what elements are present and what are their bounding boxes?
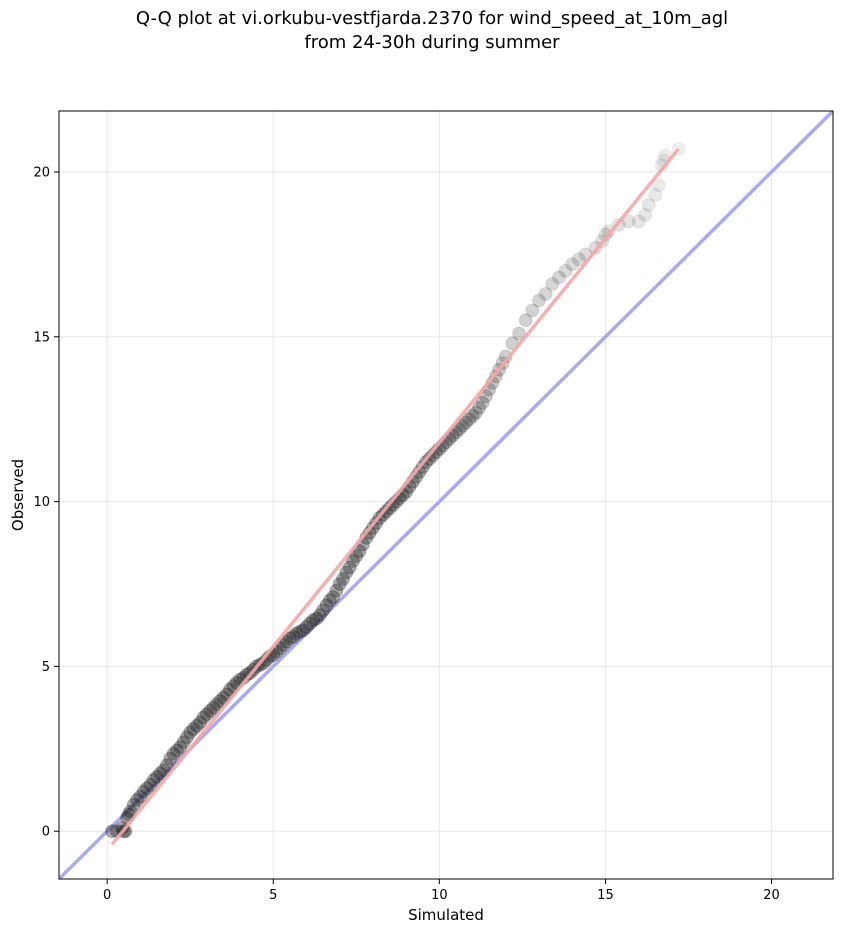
quantile-point xyxy=(209,697,224,712)
y-tick-label: 5 xyxy=(42,660,50,675)
quantile-point xyxy=(213,694,228,709)
quantile-point xyxy=(336,572,351,587)
identity-line xyxy=(59,111,833,879)
quantile-point xyxy=(282,631,297,646)
y-tick-label: 15 xyxy=(33,330,50,345)
quantile-point xyxy=(339,565,354,580)
quantile-point xyxy=(316,603,331,618)
quantile-point xyxy=(631,214,646,229)
quantile-point xyxy=(146,773,161,788)
quantile-point xyxy=(169,743,184,758)
quantile-point xyxy=(176,735,191,750)
quantile-point xyxy=(153,766,168,781)
quantile-point xyxy=(203,703,218,718)
quantile-point xyxy=(189,718,204,733)
quantile-point xyxy=(518,313,533,328)
quantile-point xyxy=(306,613,321,628)
quantile-point xyxy=(136,784,151,799)
y-tick-label: 10 xyxy=(33,495,50,510)
quantile-point xyxy=(621,214,636,229)
quantile-point xyxy=(279,634,294,649)
quantile-point xyxy=(648,188,663,203)
quantile-point xyxy=(312,608,327,623)
quantile-point xyxy=(458,415,473,430)
quantile-point xyxy=(183,725,198,740)
quantile-point xyxy=(133,789,148,804)
x-tick-label: 15 xyxy=(597,888,614,903)
quantile-point xyxy=(455,418,470,433)
quantile-point xyxy=(641,197,656,212)
quantile-point xyxy=(512,326,527,341)
quantile-point xyxy=(551,270,566,285)
quantile-point xyxy=(326,590,341,605)
quantile-point xyxy=(345,553,360,568)
quantile-point xyxy=(173,740,188,755)
x-tick-label: 0 xyxy=(103,888,111,903)
quantile-point xyxy=(525,303,540,318)
quantile-point xyxy=(349,548,364,563)
x-tick-label: 5 xyxy=(269,888,277,903)
quantile-point xyxy=(538,286,553,301)
quantile-point xyxy=(558,263,573,278)
y-tick-label: 20 xyxy=(33,165,50,180)
chart-title-line-1: Q-Q plot at vi.orkubu-vestfjarda.2370 fo… xyxy=(136,8,728,29)
quantile-point xyxy=(468,405,483,420)
quantile-point xyxy=(342,560,357,575)
quantile-point xyxy=(186,722,201,737)
quantile-point xyxy=(296,623,311,638)
quantile-point xyxy=(143,778,158,793)
quantile-point xyxy=(130,792,145,807)
x-axis-ticks: 0 5 10 15 20 xyxy=(103,879,780,903)
quantile-point xyxy=(532,293,547,308)
quantile-point xyxy=(462,412,477,427)
quantile-point xyxy=(206,700,221,715)
quantile-point xyxy=(329,583,344,598)
quantile-point xyxy=(166,746,181,761)
quantile-point xyxy=(299,619,314,634)
quantile-point xyxy=(196,710,211,725)
quantile-point xyxy=(638,207,653,222)
quantile-point xyxy=(475,395,490,410)
regression-fit-line xyxy=(110,147,680,846)
quantile-point xyxy=(565,257,580,272)
chart-title-line-2: from 24-30h during summer xyxy=(304,32,560,53)
quantile-point xyxy=(292,624,307,639)
quantile-point xyxy=(319,598,334,613)
quantile-point xyxy=(322,593,337,608)
quantile-point xyxy=(465,408,480,423)
quantile-point xyxy=(193,715,208,730)
quantile-point xyxy=(302,616,317,631)
quantile-point xyxy=(140,781,155,796)
quantile-points xyxy=(105,141,686,839)
quantile-point xyxy=(289,626,304,641)
quantile-point xyxy=(332,576,347,591)
x-axis-label: Simulated xyxy=(408,906,484,924)
quantile-point xyxy=(571,252,586,267)
y-axis-ticks: 0 5 10 15 20 xyxy=(33,165,59,840)
y-tick-label: 0 xyxy=(42,825,50,840)
x-tick-label: 10 xyxy=(431,888,448,903)
quantile-point xyxy=(105,824,120,839)
axes-frame xyxy=(58,110,834,880)
x-tick-label: 20 xyxy=(763,888,780,903)
quantile-point xyxy=(126,797,141,812)
quantile-point xyxy=(379,504,394,519)
quantile-point xyxy=(545,277,560,292)
quantile-point xyxy=(149,769,164,784)
quantile-point xyxy=(163,751,178,766)
quantile-point xyxy=(452,422,467,437)
plot-area xyxy=(59,111,833,879)
quantile-point xyxy=(651,178,666,193)
quantile-point xyxy=(159,758,174,773)
quantile-point xyxy=(199,707,214,722)
quantile-point xyxy=(472,400,487,415)
quantile-point xyxy=(286,629,301,644)
quantile-point xyxy=(156,763,171,778)
y-axis-label: Observed xyxy=(9,459,27,531)
quantile-point xyxy=(309,611,324,626)
quantile-point xyxy=(179,730,194,745)
